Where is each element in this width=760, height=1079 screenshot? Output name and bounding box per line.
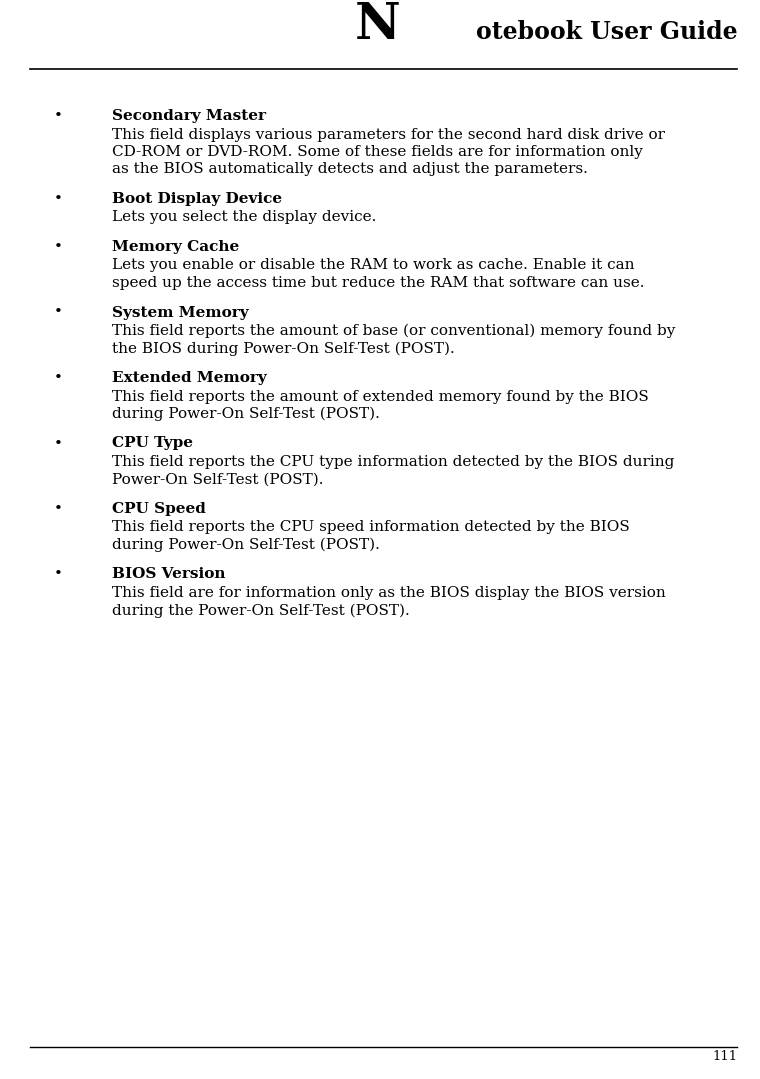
Text: •: • — [53, 568, 62, 582]
Text: Memory Cache: Memory Cache — [112, 240, 239, 254]
Text: Boot Display Device: Boot Display Device — [112, 192, 282, 206]
Text: Power-On Self-Test (POST).: Power-On Self-Test (POST). — [112, 473, 324, 487]
Text: This field reports the CPU type information detected by the BIOS during: This field reports the CPU type informat… — [112, 455, 674, 469]
Text: •: • — [53, 240, 62, 254]
Text: This field reports the CPU speed information detected by the BIOS: This field reports the CPU speed informa… — [112, 520, 630, 534]
Text: CPU Speed: CPU Speed — [112, 502, 206, 516]
Text: CD-ROM or DVD-ROM. Some of these fields are for information only: CD-ROM or DVD-ROM. Some of these fields … — [112, 145, 643, 159]
Text: the BIOS during Power-On Self-Test (POST).: the BIOS during Power-On Self-Test (POST… — [112, 341, 454, 356]
Text: Lets you enable or disable the RAM to work as cache. Enable it can: Lets you enable or disable the RAM to wo… — [112, 259, 635, 273]
Text: 111: 111 — [713, 1050, 738, 1063]
Text: CPU Type: CPU Type — [112, 437, 193, 451]
Text: •: • — [53, 371, 62, 385]
Text: •: • — [53, 437, 62, 451]
Text: System Memory: System Memory — [112, 305, 249, 319]
Text: during the Power-On Self-Test (POST).: during the Power-On Self-Test (POST). — [112, 603, 410, 618]
Text: as the BIOS automatically detects and adjust the parameters.: as the BIOS automatically detects and ad… — [112, 163, 588, 177]
Text: during Power-On Self-Test (POST).: during Power-On Self-Test (POST). — [112, 538, 380, 552]
Text: N: N — [355, 1, 401, 50]
Text: This field displays various parameters for the second hard disk drive or: This field displays various parameters f… — [112, 127, 665, 141]
Text: speed up the access time but reduce the RAM that software can use.: speed up the access time but reduce the … — [112, 276, 644, 290]
Text: Lets you select the display device.: Lets you select the display device. — [112, 210, 376, 224]
Text: Secondary Master: Secondary Master — [112, 109, 266, 123]
Text: during Power-On Self-Test (POST).: during Power-On Self-Test (POST). — [112, 407, 380, 422]
Text: •: • — [53, 305, 62, 319]
Text: This field reports the amount of base (or conventional) memory found by: This field reports the amount of base (o… — [112, 324, 676, 339]
Text: •: • — [53, 192, 62, 206]
Text: This field reports the amount of extended memory found by the BIOS: This field reports the amount of extende… — [112, 390, 649, 404]
Text: This field are for information only as the BIOS display the BIOS version: This field are for information only as t… — [112, 586, 666, 600]
Text: •: • — [53, 109, 62, 123]
Text: •: • — [53, 502, 62, 516]
Text: otebook User Guide: otebook User Guide — [477, 21, 738, 44]
Text: Extended Memory: Extended Memory — [112, 371, 267, 385]
Text: BIOS Version: BIOS Version — [112, 568, 226, 582]
